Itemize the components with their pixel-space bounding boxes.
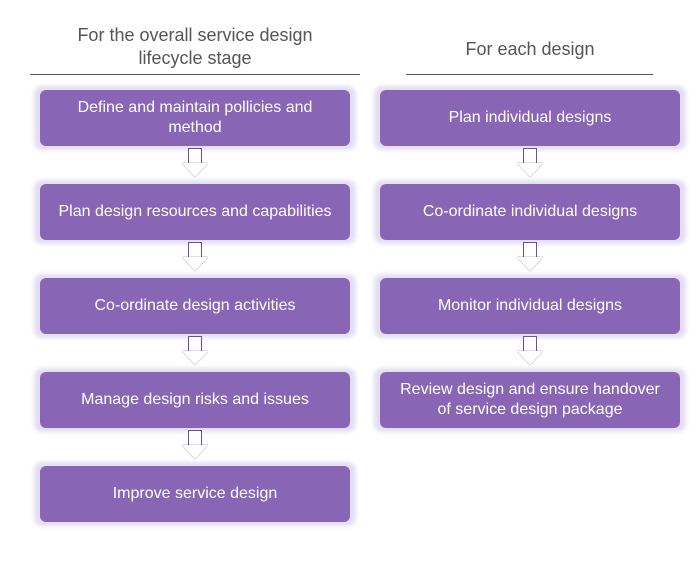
down-arrow-icon <box>517 336 543 365</box>
down-arrow-icon <box>182 336 208 365</box>
flow-box-left-4: Improve service design <box>40 466 350 522</box>
down-arrow-icon <box>517 148 543 177</box>
flow-box-left-0: Define and maintain pollicies and method <box>40 90 350 146</box>
flow-box-left-1: Plan design resources and capabilities <box>40 184 350 240</box>
down-arrow-icon <box>182 148 208 177</box>
column-header-rule-right <box>406 74 653 75</box>
column-header-left: For the overall service design lifecycle… <box>50 24 340 69</box>
down-arrow-icon <box>182 242 208 271</box>
flow-box-left-3: Manage design risks and issues <box>40 372 350 428</box>
column-header-right: For each design <box>430 38 630 61</box>
flow-box-left-2: Co-ordinate design activities <box>40 278 350 334</box>
column-header-rule-left <box>30 74 360 75</box>
flowchart-canvas: For the overall service design lifecycle… <box>0 0 699 579</box>
down-arrow-icon <box>517 242 543 271</box>
flow-box-right-3: Review design and ensure handover of ser… <box>380 372 680 428</box>
flow-box-right-0: Plan individual designs <box>380 90 680 146</box>
flow-box-right-2: Monitor individual designs <box>380 278 680 334</box>
flow-box-right-1: Co-ordinate individual designs <box>380 184 680 240</box>
down-arrow-icon <box>182 430 208 459</box>
